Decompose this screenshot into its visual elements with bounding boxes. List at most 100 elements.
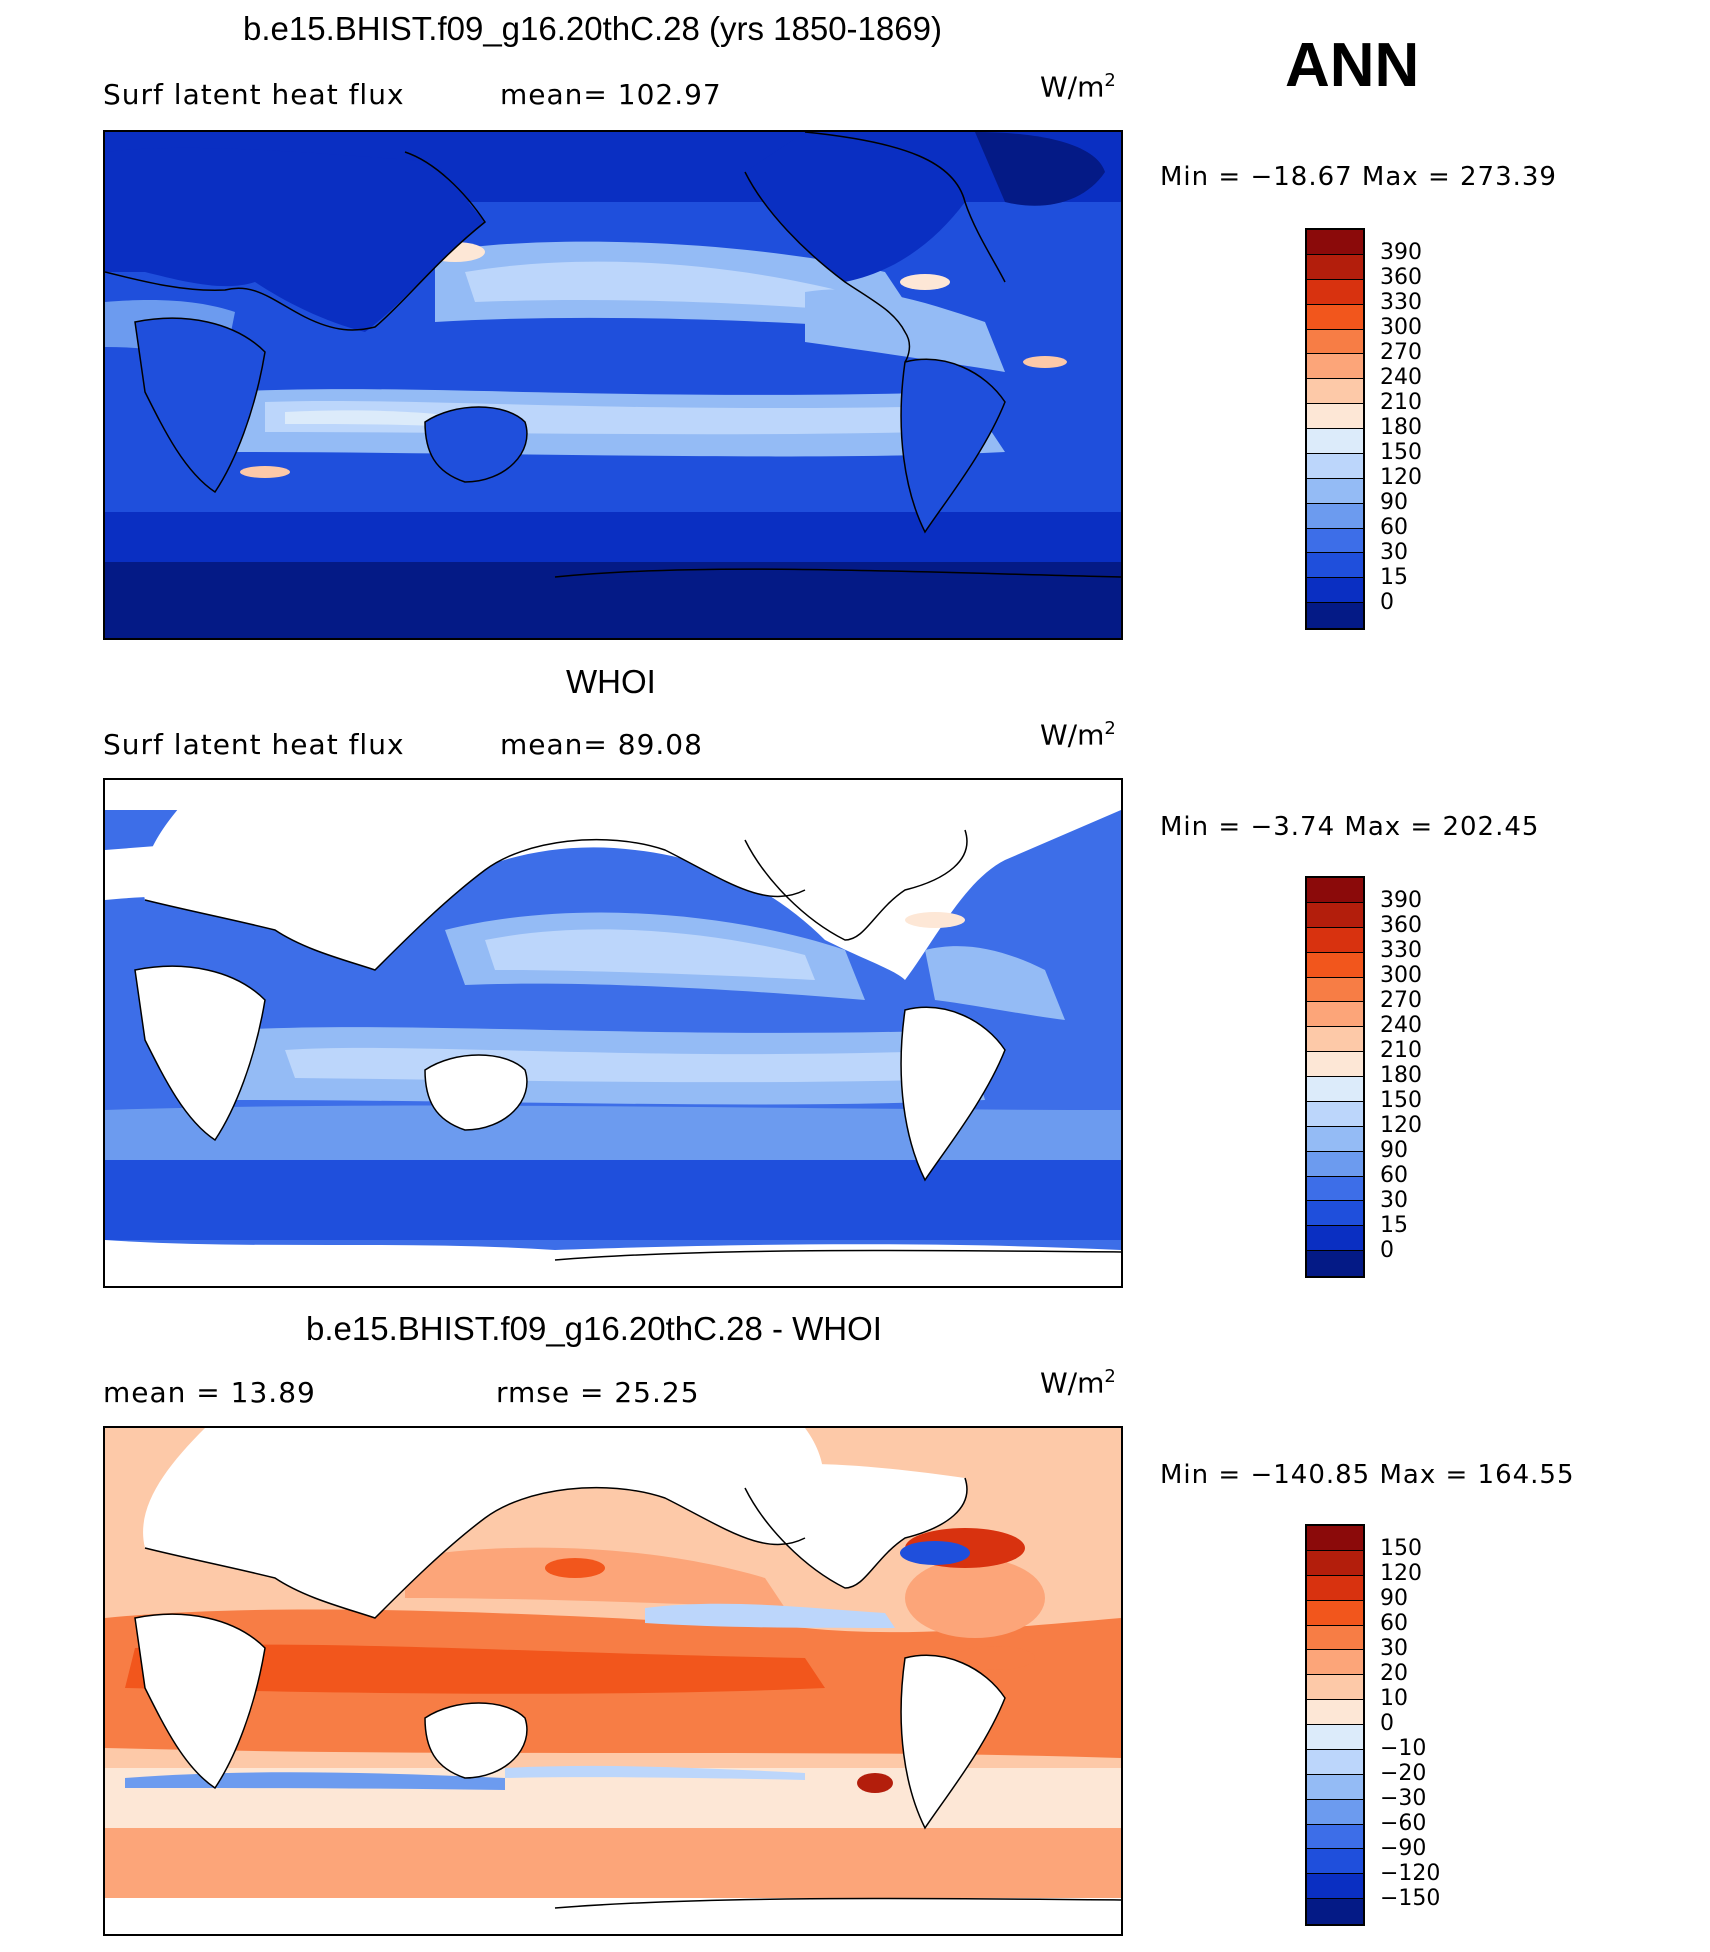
panel2-minmax: Min = −3.74 Max = 202.45 <box>1160 812 1540 842</box>
colorbar-tick-label: 180 <box>1380 1063 1422 1088</box>
colorbar-swatch <box>1307 1126 1363 1152</box>
colorbar-swatch <box>1307 603 1363 628</box>
colorbar-swatch <box>1307 379 1363 405</box>
panel1-map <box>103 130 1123 640</box>
colorbar-swatch <box>1307 1526 1363 1551</box>
colorbar-tick-label: 390 <box>1380 888 1422 913</box>
colorbar-swatch <box>1307 1027 1363 1053</box>
colorbar-tick-label: 30 <box>1380 1636 1408 1661</box>
colorbar-swatch <box>1307 553 1363 579</box>
panel1-colorbar <box>1305 228 1365 630</box>
colorbar-swatch <box>1307 354 1363 380</box>
colorbar-swatch <box>1307 578 1363 604</box>
colorbar-swatch <box>1307 1774 1363 1800</box>
colorbar-tick-label: 90 <box>1380 1586 1408 1611</box>
season-label: ANN <box>1285 31 1420 100</box>
colorbar-tick-label: 60 <box>1380 1163 1408 1188</box>
colorbar-swatch <box>1307 1226 1363 1252</box>
colorbar-swatch <box>1307 1874 1363 1900</box>
panel3-map <box>103 1426 1123 1936</box>
colorbar-swatch <box>1307 1799 1363 1825</box>
colorbar-tick-label: 20 <box>1380 1661 1408 1686</box>
colorbar-tick-label: 30 <box>1380 540 1408 565</box>
colorbar-tick-label: 210 <box>1380 390 1422 415</box>
colorbar-tick-label: −30 <box>1380 1786 1427 1811</box>
panel2-map <box>103 778 1123 1288</box>
panel1-colorbar-labels: 390 360 330 300 270 240 210 180 150 120 90 60 30 15 0 <box>1380 240 1422 615</box>
colorbar-tick-label: 390 <box>1380 240 1422 265</box>
colorbar-tick-label: 360 <box>1380 913 1422 938</box>
colorbar-tick-label: 0 <box>1380 590 1394 615</box>
panel1-variable-label: Surf latent heat flux <box>103 78 405 111</box>
colorbar-swatch <box>1307 254 1363 280</box>
colorbar-tick-label: 120 <box>1380 1561 1422 1586</box>
colorbar-tick-label: 180 <box>1380 415 1422 440</box>
colorbar-swatch <box>1307 878 1363 903</box>
colorbar-tick-label: 210 <box>1380 1038 1422 1063</box>
colorbar-swatch <box>1307 1700 1363 1725</box>
colorbar-swatch <box>1307 1725 1363 1750</box>
panel2-colorbar <box>1305 876 1365 1278</box>
colorbar-tick-label: 330 <box>1380 938 1422 963</box>
colorbar-swatch <box>1307 1625 1363 1651</box>
colorbar-swatch <box>1307 1176 1363 1202</box>
colorbar-tick-label: 30 <box>1380 1188 1408 1213</box>
panel1-title: b.e15.BHIST.f09_g16.20thC.28 (yrs 1850-1… <box>243 10 942 47</box>
panel3-rmse-label: rmse = 25.25 <box>496 1376 700 1409</box>
colorbar-swatch <box>1307 503 1363 529</box>
panel2-title: WHOI <box>566 663 656 700</box>
colorbar-swatch <box>1307 1002 1363 1028</box>
colorbar-tick-label: 60 <box>1380 1611 1408 1636</box>
colorbar-tick-label: −10 <box>1380 1736 1427 1761</box>
panel1-minmax: Min = −18.67 Max = 273.39 <box>1160 162 1557 192</box>
colorbar-swatch <box>1307 902 1363 928</box>
panel2-variable-label: Surf latent heat flux <box>103 728 405 761</box>
colorbar-swatch <box>1307 453 1363 479</box>
panel1-unit: W/m2 <box>1040 70 1116 104</box>
colorbar-tick-label: 90 <box>1380 1138 1408 1163</box>
colorbar-tick-label: 150 <box>1380 440 1422 465</box>
panel2-colorbar-labels: 390 360 330 300 270 240 210 180 150 120 90 60 30 15 0 <box>1380 888 1422 1263</box>
panel3-colorbar-labels: 150 120 90 60 30 20 10 0 −10 −20 −30 −60 −90 −120 −150 <box>1380 1536 1440 1911</box>
colorbar-swatch <box>1307 329 1363 355</box>
colorbar-tick-label: 270 <box>1380 340 1422 365</box>
colorbar-swatch <box>1307 478 1363 504</box>
colorbar-swatch <box>1307 1749 1363 1775</box>
colorbar-tick-label: 150 <box>1380 1088 1422 1113</box>
colorbar-swatch <box>1307 1675 1363 1701</box>
colorbar-tick-label: 0 <box>1380 1711 1394 1736</box>
colorbar-tick-label: 10 <box>1380 1686 1408 1711</box>
panel3-minmax: Min = −140.85 Max = 164.55 <box>1160 1460 1575 1490</box>
colorbar-swatch <box>1307 1077 1363 1102</box>
colorbar-tick-label: 90 <box>1380 490 1408 515</box>
colorbar-swatch <box>1307 279 1363 305</box>
colorbar-tick-label: 240 <box>1380 1013 1422 1038</box>
panel3-mean-label: mean = 13.89 <box>103 1376 316 1409</box>
colorbar-swatch <box>1307 977 1363 1003</box>
colorbar-swatch <box>1307 1550 1363 1576</box>
colorbar-swatch <box>1307 429 1363 454</box>
colorbar-swatch <box>1307 230 1363 255</box>
colorbar-tick-label: −20 <box>1380 1761 1427 1786</box>
panel2-unit: W/m2 <box>1040 718 1116 752</box>
colorbar-swatch <box>1307 1849 1363 1875</box>
colorbar-swatch <box>1307 404 1363 429</box>
panel3-title: b.e15.BHIST.f09_g16.20thC.28 - WHOI <box>306 1310 882 1347</box>
colorbar-tick-label: −60 <box>1380 1811 1427 1836</box>
colorbar-swatch <box>1307 1251 1363 1276</box>
panel3-unit: W/m2 <box>1040 1366 1116 1400</box>
colorbar-tick-label: 120 <box>1380 1113 1422 1138</box>
colorbar-swatch <box>1307 1824 1363 1850</box>
colorbar-tick-label: 150 <box>1380 1536 1422 1561</box>
panel2-mean-label: mean= 89.08 <box>500 728 703 761</box>
colorbar-tick-label: 120 <box>1380 465 1422 490</box>
panel1-mean-label: mean= 102.97 <box>500 78 722 111</box>
colorbar-tick-label: 360 <box>1380 265 1422 290</box>
colorbar-tick-label: 270 <box>1380 988 1422 1013</box>
colorbar-swatch <box>1307 1151 1363 1177</box>
colorbar-tick-label: 60 <box>1380 515 1408 540</box>
colorbar-tick-label: 300 <box>1380 315 1422 340</box>
colorbar-swatch <box>1307 304 1363 330</box>
colorbar-tick-label: 15 <box>1380 565 1408 590</box>
colorbar-swatch <box>1307 927 1363 953</box>
